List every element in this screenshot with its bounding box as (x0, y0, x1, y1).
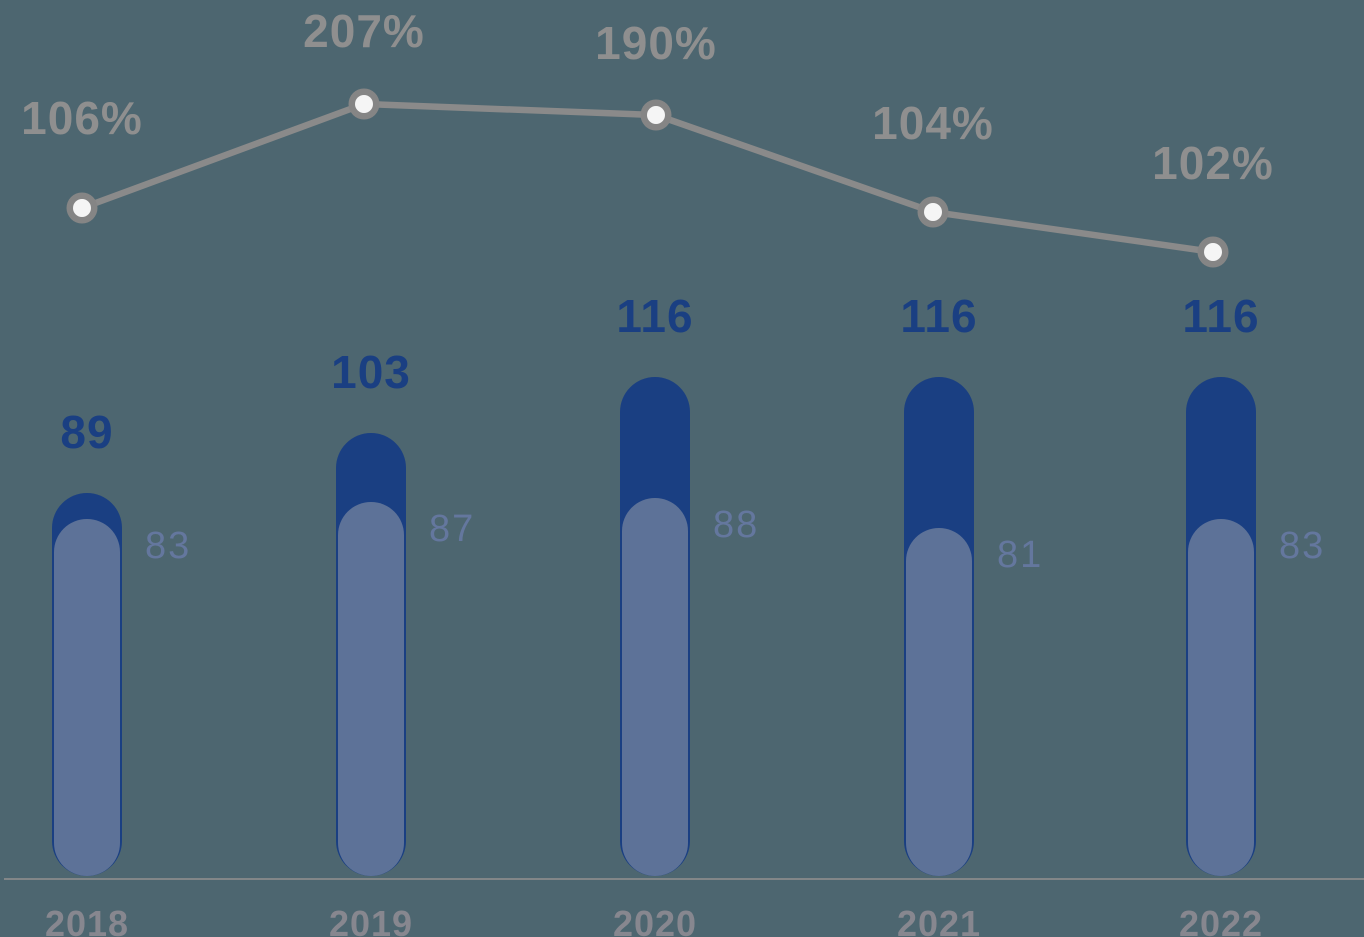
year-label-2022: 2022 (1178, 903, 1264, 937)
primary-value-label-2018: 89 (60, 406, 114, 459)
primary-value-label-2022: 116 (1182, 290, 1260, 343)
line-marker-core-2019 (355, 95, 373, 113)
line-marker-core-2018 (73, 199, 91, 217)
secondary-value-label-2021: 81 (997, 533, 1044, 576)
percent-label-2021: 104% (872, 97, 994, 149)
line-marker-core-2020 (647, 106, 665, 124)
percent-label-2020: 190% (595, 17, 717, 69)
secondary-bar-2021 (906, 527, 972, 876)
percent-label-2022: 102% (1152, 137, 1274, 189)
year-label-2019: 2019 (328, 903, 414, 937)
secondary-value-label-2022: 83 (1279, 525, 1326, 568)
secondary-bar-2020 (622, 497, 688, 876)
year-label-2018: 2018 (44, 903, 130, 937)
primary-value-label-2019: 103 (331, 346, 411, 399)
secondary-value-label-2020: 88 (713, 503, 760, 546)
year-label-2020: 2020 (612, 903, 698, 937)
percent-label-2019: 207% (303, 5, 425, 57)
primary-value-label-2021: 116 (900, 290, 978, 343)
secondary-bar-2022 (1188, 519, 1254, 876)
line-marker-core-2021 (924, 203, 942, 221)
x-axis-line (4, 878, 1364, 880)
line-marker-core-2022 (1204, 243, 1222, 261)
secondary-value-label-2019: 87 (429, 507, 476, 550)
year-label-2021: 2021 (896, 903, 982, 937)
primary-value-label-2020: 116 (616, 290, 694, 343)
secondary-bar-2019 (338, 501, 404, 876)
secondary-bar-2018 (54, 519, 120, 876)
secondary-value-label-2018: 83 (145, 525, 192, 568)
percent-label-2018: 106% (21, 92, 143, 144)
